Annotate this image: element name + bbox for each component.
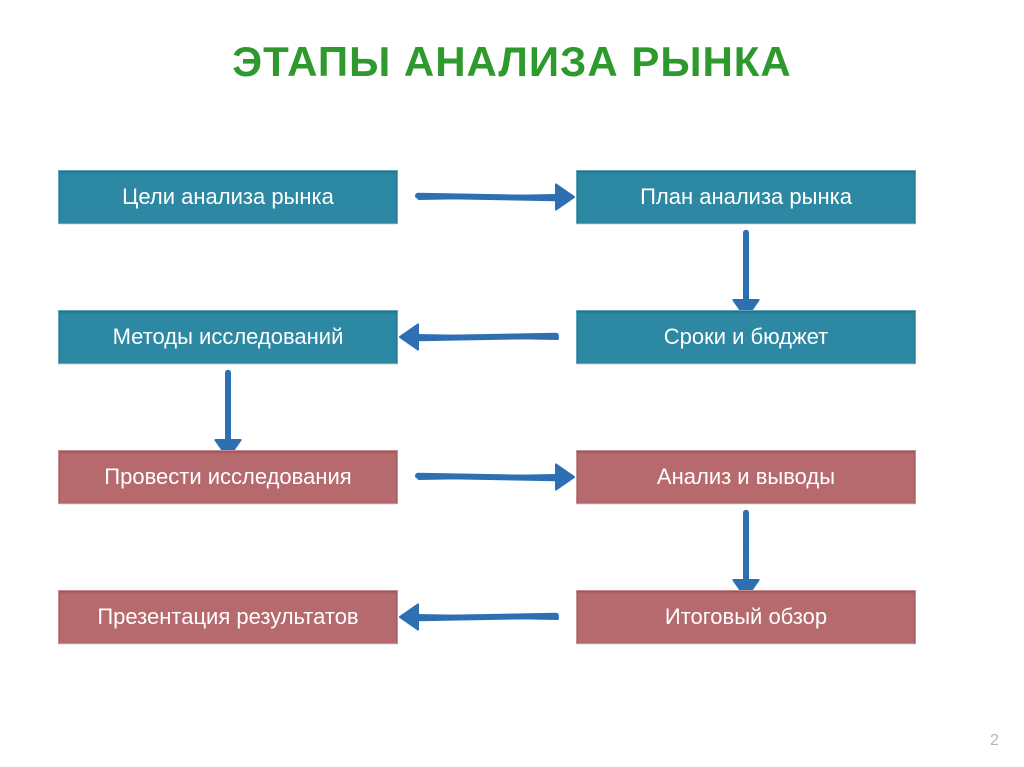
flow-node-label: Презентация результатов [97,604,358,630]
flow-node-n2: План анализа рынка [576,170,916,224]
arrow-n3-n4 [400,324,557,349]
arrow-n2-n3 [733,233,758,318]
flow-node-n4: Методы исследований [58,310,398,364]
flow-node-label: План анализа рынка [640,184,852,210]
arrow-n1-n2 [418,184,574,209]
flow-node-n8: Презентация результатов [58,590,398,644]
arrow-n6-n7 [733,513,758,598]
flow-node-label: Методы исследований [113,324,344,350]
arrow-n4-n5 [215,373,240,458]
page-title: ЭТАПЫ АНАЛИЗА РЫНКА [0,38,1024,86]
arrows-layer [0,0,1024,767]
arrow-n5-n6 [418,464,574,489]
flow-node-n6: Анализ и выводы [576,450,916,504]
flow-node-label: Итоговый обзор [665,604,827,630]
flow-node-label: Цели анализа рынка [122,184,334,210]
flow-node-label: Анализ и выводы [657,464,835,490]
flow-node-n5: Провести исследования [58,450,398,504]
arrow-n7-n8 [400,604,557,629]
flow-node-n3: Сроки и бюджет [576,310,916,364]
page-number: 2 [990,732,999,750]
flow-node-label: Сроки и бюджет [664,324,829,350]
flow-node-n7: Итоговый обзор [576,590,916,644]
flow-node-n1: Цели анализа рынка [58,170,398,224]
flow-node-label: Провести исследования [104,464,351,490]
